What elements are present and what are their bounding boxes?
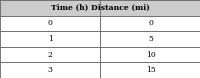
Text: 0: 0 [148,19,152,27]
Bar [100,47,200,62]
Text: 10: 10 [145,51,155,59]
Text: Time (h) Distance (mi): Time (h) Distance (mi) [51,4,149,12]
Bar [0,0,200,16]
Bar [0,31,100,47]
Text: 2: 2 [48,51,52,59]
Text: 15: 15 [145,66,155,74]
Bar [0,16,100,31]
Bar [0,62,100,78]
Text: 1: 1 [48,35,52,43]
Text: 0: 0 [48,19,52,27]
Text: 5: 5 [148,35,152,43]
Bar [0,47,100,62]
Bar [100,62,200,78]
Bar [100,16,200,31]
Text: 3: 3 [48,66,52,74]
Bar [100,31,200,47]
